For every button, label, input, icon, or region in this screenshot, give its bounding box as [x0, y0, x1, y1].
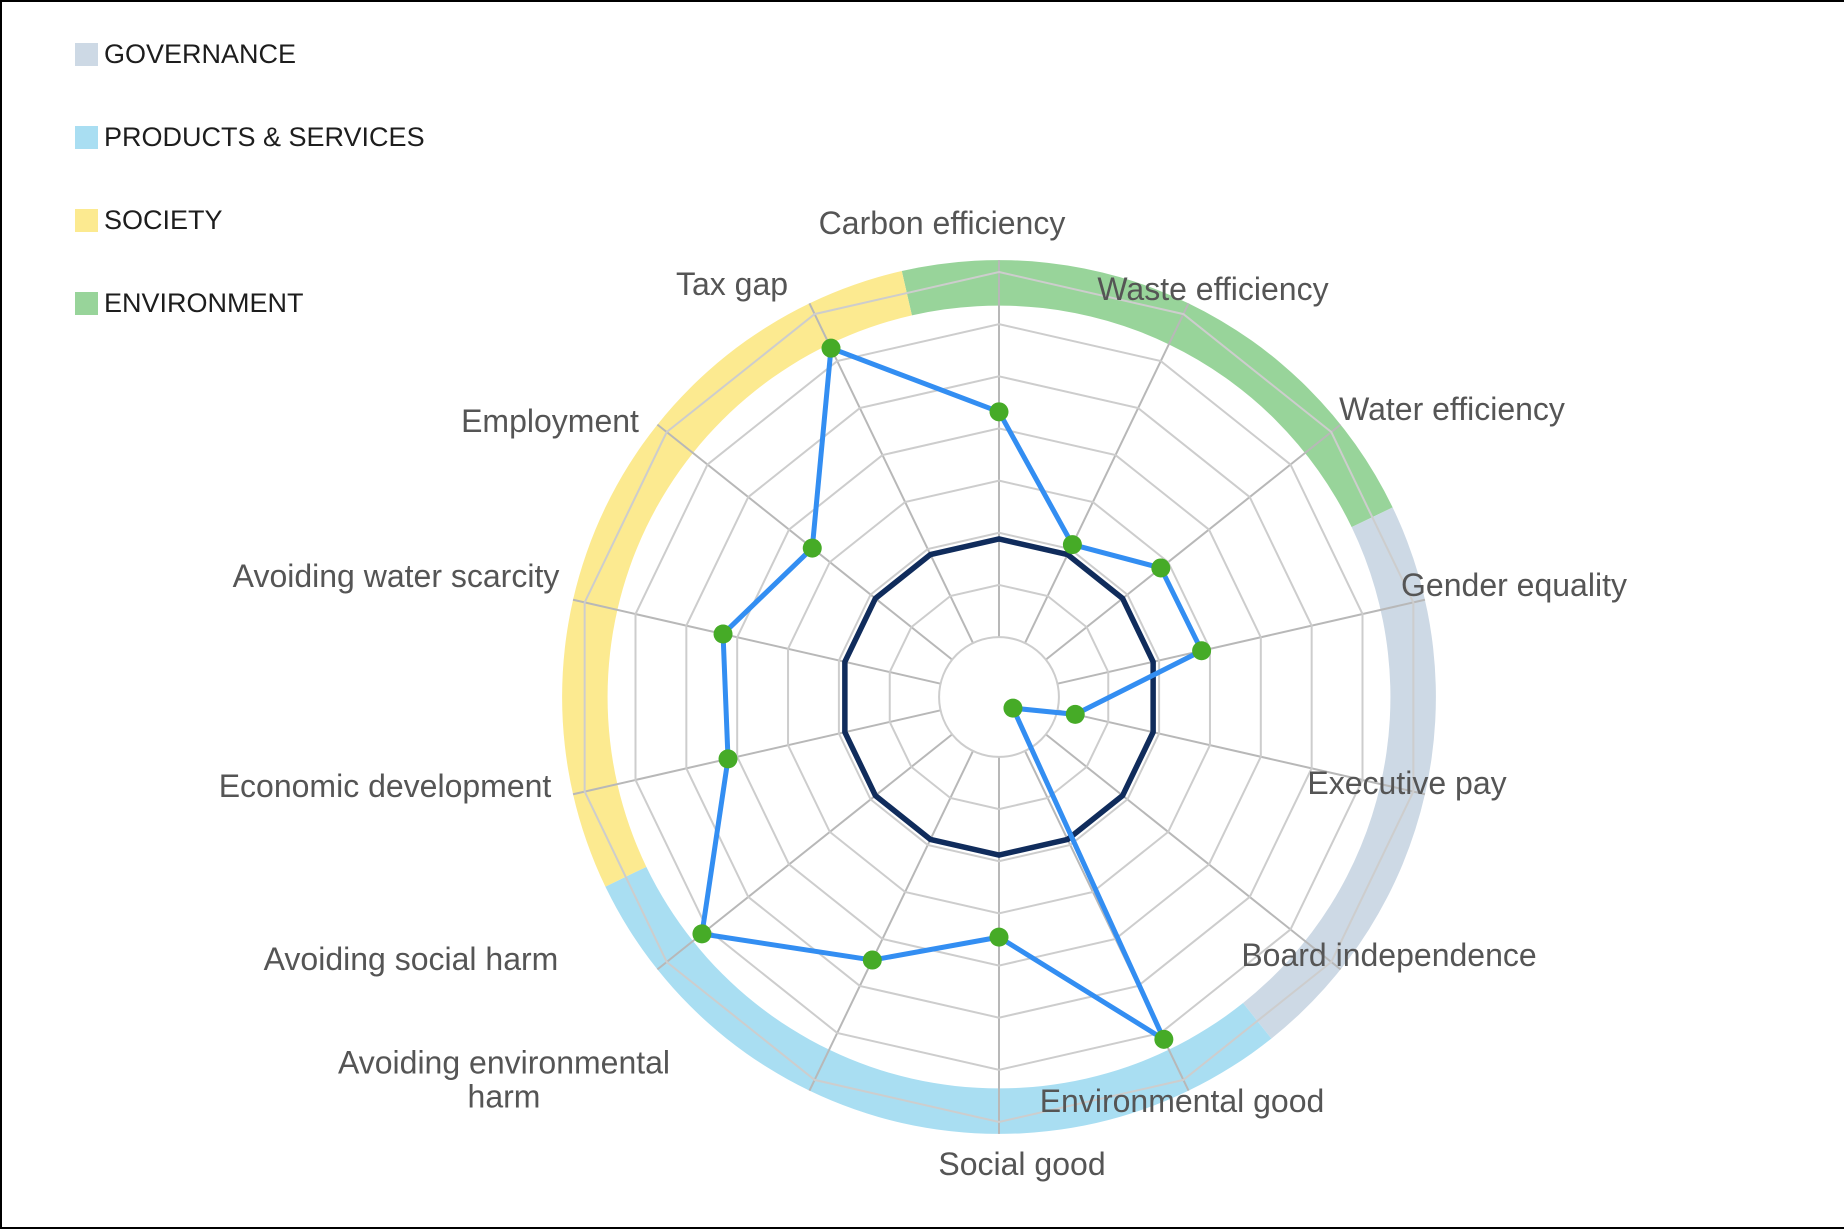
data-point-social-good[interactable]: [989, 927, 1009, 947]
axis-label-avoiding-water-scarcity: Avoiding water scarcity: [232, 558, 560, 595]
data-point-economic-development[interactable]: [718, 749, 738, 769]
axis-label-carbon-efficiency: Carbon efficiency: [818, 205, 1066, 242]
legend-swatch-environment-icon: [75, 291, 98, 315]
grid-ring-4: [736, 427, 1262, 967]
grid-ring-5: [685, 375, 1313, 1019]
data-point-tax-gap[interactable]: [821, 338, 841, 358]
grid-ring-6: [634, 323, 1364, 1071]
axis-label-employment: Employment: [461, 403, 639, 440]
data-point-waste-efficiency[interactable]: [1062, 535, 1082, 555]
axis-label-executive-pay: Executive pay: [1307, 765, 1507, 802]
legend-item-governance[interactable]: GOVERNANCE: [75, 39, 425, 69]
axis-spoke-board-independence: [1045, 733, 1342, 971]
axis-spoke-gender-equality: [1057, 598, 1426, 685]
data-point-environmental-good[interactable]: [1154, 1029, 1174, 1049]
data-point-gender-equality[interactable]: [1192, 641, 1212, 661]
axis-label-environmental-good: Environmental good: [1039, 1083, 1325, 1120]
axis-spoke-economic-development: [572, 709, 941, 796]
legend-swatch-products-services-icon: [75, 125, 98, 149]
axis-label-waste-efficiency: Waste efficiency: [1097, 271, 1329, 308]
axis-spoke-tax-gap: [808, 302, 974, 644]
grid-ring-2: [837, 531, 1161, 863]
axis-spoke-water-efficiency: [1045, 423, 1342, 661]
data-point-employment[interactable]: [802, 538, 822, 558]
category-band-society: [562, 271, 912, 887]
legend-item-products-services[interactable]: PRODUCTS & SERVICES: [75, 122, 425, 152]
data-point-avoiding-environmental-harm[interactable]: [862, 950, 882, 970]
category-band-environment: [901, 260, 1393, 528]
data-point-avoiding-social-harm[interactable]: [692, 924, 712, 944]
legend-swatch-society-icon: [75, 208, 98, 232]
category-band-governance: [1243, 507, 1436, 1039]
axis-spoke-waste-efficiency: [1024, 302, 1190, 644]
axis-label-avoiding-social-harm: Avoiding social harm: [263, 941, 559, 978]
series-line: [699, 345, 1205, 1042]
data-point-carbon-efficiency[interactable]: [989, 402, 1009, 422]
benchmark-polygon: [842, 536, 1156, 858]
grid-ring-1: [888, 583, 1110, 811]
axis-spoke-employment: [656, 423, 953, 661]
axis-label-avoiding-environmental-harm: Avoiding environmental harm: [337, 1044, 671, 1114]
category-band-products-services: [605, 866, 1272, 1134]
data-point-board-independence[interactable]: [1003, 698, 1023, 718]
axis-spoke-avoiding-environmental-harm: [808, 750, 974, 1092]
legend: GOVERNANCE PRODUCTS & SERVICES SOCIETY E…: [75, 39, 425, 374]
axis-label-tax-gap: Tax gap: [675, 266, 789, 303]
axis-label-gender-equality: Gender equality: [1401, 567, 1627, 604]
axis-label-economic-development: Economic development: [218, 768, 552, 805]
legend-label-products-services: PRODUCTS & SERVICES: [104, 121, 425, 152]
legend-item-environment[interactable]: ENVIRONMENT: [75, 288, 425, 318]
axis-label-water-efficiency: Water efficiency: [1339, 391, 1565, 428]
legend-label-society: SOCIETY: [104, 204, 223, 235]
data-point-water-efficiency[interactable]: [1151, 558, 1171, 578]
legend-swatch-governance-icon: [75, 42, 98, 66]
grid-ring-3: [787, 479, 1211, 915]
axis-label-social-good: Social good: [938, 1146, 1106, 1183]
legend-label-environment: ENVIRONMENT: [104, 287, 304, 318]
data-point-avoiding-water-scarcity[interactable]: [713, 624, 733, 644]
axis-spoke-avoiding-water-scarcity: [572, 598, 941, 685]
grid-ring-7: [583, 270, 1415, 1124]
legend-label-governance: GOVERNANCE: [104, 38, 297, 69]
legend-item-society[interactable]: SOCIETY: [75, 205, 425, 235]
data-point-executive-pay[interactable]: [1065, 704, 1085, 724]
axis-spoke-executive-pay: [1057, 709, 1426, 796]
grid-ring-inner: [938, 636, 1060, 758]
axis-label-board-independence: Board independence: [1241, 937, 1537, 974]
